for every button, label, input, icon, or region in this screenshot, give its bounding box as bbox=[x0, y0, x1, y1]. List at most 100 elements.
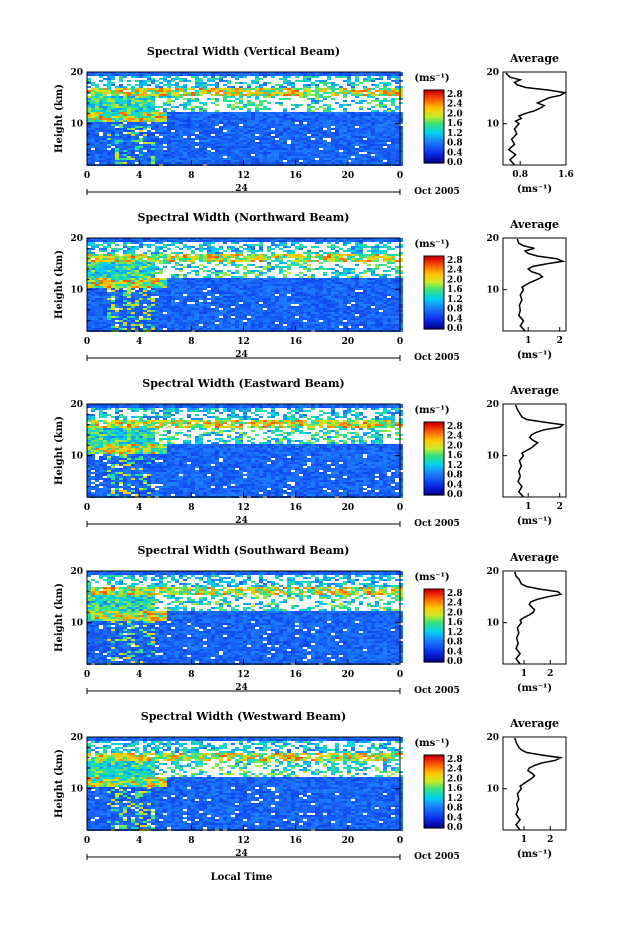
heatmap-field bbox=[87, 737, 403, 831]
panel-title: Spectral Width (Westward Beam) bbox=[141, 710, 346, 723]
avg-x-tick-label: 1 bbox=[525, 336, 531, 346]
x-tick-label: 4 bbox=[136, 670, 142, 680]
average-title: Average bbox=[509, 384, 559, 397]
x-tick-label: 4 bbox=[136, 503, 142, 513]
heatmap-field bbox=[87, 571, 403, 665]
colorbar-tick-label: 1.6 bbox=[447, 119, 463, 129]
colorbar-tick-label: 1.6 bbox=[447, 784, 463, 794]
colorbar-tick-label: 0.8 bbox=[447, 804, 463, 814]
colorbar-tick-label: 0.0 bbox=[447, 657, 463, 667]
x-tick-label: 8 bbox=[188, 670, 194, 680]
colorbar-tick-label: 0.8 bbox=[447, 638, 463, 648]
x-tick-label: 0 bbox=[397, 337, 403, 347]
x-tick-label: 16 bbox=[289, 503, 302, 513]
x-tick-label: 12 bbox=[237, 503, 250, 513]
x-tick-label: 4 bbox=[136, 836, 142, 846]
colorbar-frame bbox=[423, 754, 445, 829]
y-axis-label: Height (km) bbox=[54, 250, 65, 319]
x-tick-label: 16 bbox=[289, 836, 302, 846]
x-tick-label: 0 bbox=[397, 836, 403, 846]
colorbar-tick-label: 0.0 bbox=[447, 490, 463, 500]
average-frame bbox=[502, 237, 567, 332]
avg-x-tick-label: 2 bbox=[557, 336, 563, 346]
y-tick-label: 10 bbox=[70, 286, 83, 296]
average-profile-line bbox=[514, 571, 563, 665]
colorbar-tick-label: 2.4 bbox=[447, 765, 463, 775]
y-axis-label: Height (km) bbox=[54, 84, 65, 153]
y-axis-label: Height (km) bbox=[54, 583, 65, 652]
colorbar-tick-label: 0.4 bbox=[447, 813, 463, 823]
avg-x-tick-label: 0.8 bbox=[512, 170, 528, 180]
x-tick-label: 4 bbox=[136, 171, 142, 181]
avg-x-tick-label: 2 bbox=[557, 502, 563, 512]
y-axis-label: Height (km) bbox=[54, 749, 65, 818]
x-tick-label: 0 bbox=[397, 503, 403, 513]
colorbar bbox=[424, 755, 444, 829]
colorbar-tick-label: 1.6 bbox=[447, 285, 463, 295]
heatmap-field bbox=[87, 404, 403, 498]
x-tick-label: 20 bbox=[342, 836, 355, 846]
x-tick-label: 8 bbox=[188, 836, 194, 846]
x-tick-label: 0 bbox=[84, 503, 90, 513]
x-axis-label: Local Time bbox=[211, 872, 273, 883]
panel-3: Spectral Width (Southward Beam)1020Heigh… bbox=[54, 544, 567, 696]
y-tick-label: 20 bbox=[70, 400, 83, 410]
y-tick-label: 10 bbox=[70, 120, 83, 130]
y-tick-label: 20 bbox=[70, 567, 83, 577]
avg-y-tick-label: 20 bbox=[486, 567, 499, 577]
y-tick-label: 10 bbox=[70, 452, 83, 462]
x-tick-label: 12 bbox=[237, 670, 250, 680]
colorbar-tick-label: 2.8 bbox=[447, 422, 463, 432]
colorbar-tick-label: 2.0 bbox=[447, 774, 463, 784]
avg-x-tick-label: 1 bbox=[521, 669, 527, 679]
colorbar-tick-label: 2.4 bbox=[447, 432, 463, 442]
colorbar-tick-label: 1.2 bbox=[447, 461, 463, 471]
average-frame bbox=[502, 736, 567, 831]
colorbar-tick-label: 1.6 bbox=[447, 451, 463, 461]
x-tick-label: 16 bbox=[289, 670, 302, 680]
x-tick-label: 12 bbox=[237, 171, 250, 181]
average-frame bbox=[502, 403, 567, 498]
average-profile-line bbox=[516, 238, 566, 332]
day-label: 24 bbox=[235, 849, 248, 859]
x-tick-label: 16 bbox=[289, 171, 302, 181]
average-profile-line bbox=[514, 737, 564, 831]
panel-2: Spectral Width (Eastward Beam)1020Height… bbox=[54, 377, 567, 529]
colorbar-tick-label: 2.4 bbox=[447, 100, 463, 110]
colorbar bbox=[424, 90, 444, 164]
average-xlabel: (ms⁻¹) bbox=[517, 184, 552, 195]
colorbar-tick-label: 1.2 bbox=[447, 129, 463, 139]
y-tick-label: 20 bbox=[70, 733, 83, 743]
average-title: Average bbox=[509, 218, 559, 231]
avg-y-tick-label: 10 bbox=[486, 619, 499, 629]
y-tick-label: 20 bbox=[70, 234, 83, 244]
x-tick-label: 0 bbox=[84, 337, 90, 347]
colorbar-unit: (ms⁻¹) bbox=[414, 73, 449, 84]
colorbar-tick-label: 0.4 bbox=[447, 480, 463, 490]
avg-x-tick-label: 1 bbox=[521, 835, 527, 845]
colorbar-tick-label: 2.0 bbox=[447, 275, 463, 285]
avg-y-tick-label: 10 bbox=[486, 452, 499, 462]
colorbar-tick-label: 0.0 bbox=[447, 324, 463, 334]
x-tick-label: 12 bbox=[237, 337, 250, 347]
colorbar bbox=[424, 589, 444, 663]
colorbar-unit: (ms⁻¹) bbox=[414, 738, 449, 749]
colorbar-frame bbox=[423, 588, 445, 663]
day-label: 24 bbox=[235, 516, 248, 526]
panel-title: Spectral Width (Vertical Beam) bbox=[147, 45, 340, 58]
x-tick-label: 0 bbox=[84, 171, 90, 181]
average-title: Average bbox=[509, 551, 559, 564]
colorbar-tick-label: 0.4 bbox=[447, 314, 463, 324]
avg-y-tick-label: 20 bbox=[486, 400, 499, 410]
x-tick-label: 20 bbox=[342, 337, 355, 347]
date-label: Oct 2005 bbox=[414, 519, 460, 529]
avg-x-tick-label: 2 bbox=[547, 835, 553, 845]
average-xlabel: (ms⁻¹) bbox=[517, 683, 552, 694]
average-frame bbox=[502, 71, 567, 166]
day-label: 24 bbox=[235, 683, 248, 693]
y-axis-label: Height (km) bbox=[54, 416, 65, 485]
avg-y-tick-label: 20 bbox=[486, 733, 499, 743]
colorbar-tick-label: 1.2 bbox=[447, 295, 463, 305]
colorbar-tick-label: 0.4 bbox=[447, 647, 463, 657]
